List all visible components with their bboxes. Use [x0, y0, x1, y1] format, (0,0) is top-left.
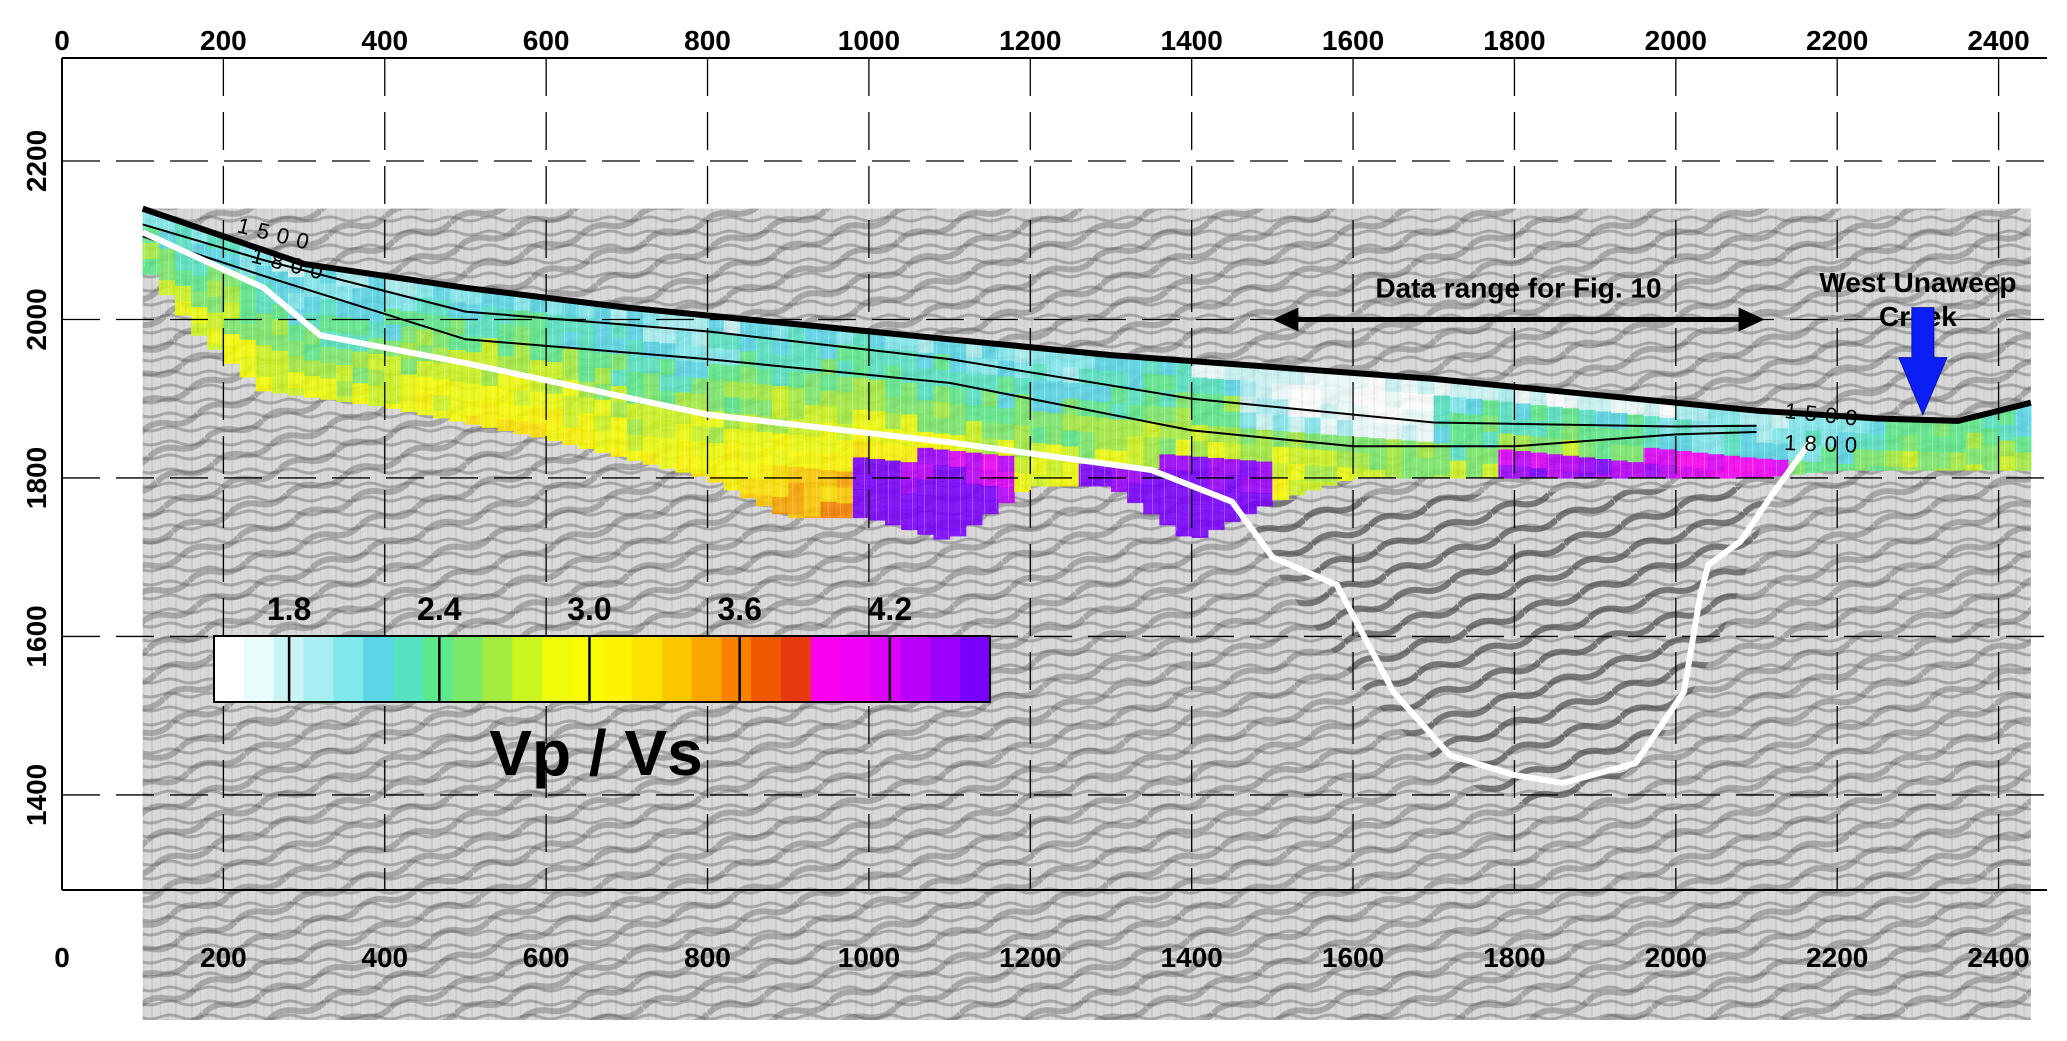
colorbar-swatch [661, 636, 693, 702]
bottom-x-tick-label: 800 [684, 942, 731, 973]
vp-vs-cell [675, 471, 692, 473]
y-tick-label: 1400 [21, 764, 52, 826]
colorbar-swatch [602, 636, 633, 702]
bottom-x-tick-label: 1200 [999, 942, 1061, 973]
data-range-arrow-head-left [1272, 307, 1299, 332]
top-x-tick-label: 2000 [1645, 25, 1707, 56]
bottom-x-tick-label: 1400 [1161, 942, 1223, 973]
y-tick-label: 2000 [21, 288, 52, 350]
bottom-x-tick-label: 200 [200, 942, 247, 973]
colorbar-swatch [781, 636, 812, 702]
colorbar-swatch [482, 636, 513, 702]
vp-vs-texture [142, 208, 2031, 542]
y-tick-label: 1800 [21, 447, 52, 509]
colorbar-swatch [542, 636, 573, 702]
colorbar-swatch [631, 636, 663, 702]
west-unaweep-creek-annotation: West Unaweep Creek [1819, 267, 2016, 416]
colorbar-swatch [452, 636, 484, 702]
contour-1500-line [142, 223, 1757, 428]
topography-line [141, 205, 2032, 424]
bottom-x-tick-labels: 0 200 400 600 800 1000 1200 1400 1600 1800 2000 220… [54, 942, 2030, 973]
top-x-tick-label: 1600 [1322, 25, 1384, 56]
top-x-tick-label: 1800 [1483, 25, 1545, 56]
seismic-bowl-reflectors [1232, 485, 1773, 806]
colorbar-swatch [870, 636, 901, 702]
colorbar-swatch [751, 636, 782, 702]
colorbar-tick-label: 1.8 [267, 591, 311, 627]
colorbar-swatch [333, 636, 364, 702]
colorbar-tick-label: 3.6 [717, 591, 761, 627]
colorbar-swatch [960, 636, 991, 702]
bottom-x-tick-label: 2000 [1645, 942, 1707, 973]
top-x-tick-label: 200 [200, 25, 247, 56]
creek-label-line-1: West Unaweep [1819, 267, 2016, 298]
bottom-x-tick-label: 2200 [1806, 942, 1868, 973]
colorbar-swatch [721, 636, 752, 702]
vp-vs-colorbar [213, 635, 991, 703]
colorbar-swatch [900, 636, 931, 702]
top-x-tick-label: 400 [361, 25, 408, 56]
bottom-x-tick-label: 1800 [1483, 942, 1545, 973]
colorbar-swatch [930, 636, 961, 702]
vp-vs-overlay [142, 208, 2032, 542]
bottom-x-tick-label: 2400 [1967, 942, 2029, 973]
colorbar-title: Vp / Vs [489, 717, 702, 789]
top-x-tick-label: 2200 [1806, 25, 1868, 56]
y-tick-label: 1600 [21, 605, 52, 667]
profile-lines [141, 205, 2032, 786]
interpreted-bedrock-line [141, 229, 1816, 786]
colorbar-swatch [214, 636, 245, 702]
top-x-tick-label: 800 [684, 25, 731, 56]
bottom-x-tick-label: 400 [361, 942, 408, 973]
colorbar-swatch [810, 636, 842, 702]
top-x-tick-label: 0 [54, 25, 70, 56]
colorbar-tick-label: 3.0 [567, 591, 611, 627]
top-x-tick-label: 1000 [838, 25, 900, 56]
colorbar-tick-label: 2.4 [417, 591, 462, 627]
colorbar-swatch [572, 636, 603, 702]
data-range-annotation: Data range for Fig. 10 [1272, 272, 1765, 332]
colorbar-swatch [393, 636, 424, 702]
colorbar-swatch [363, 636, 394, 702]
colorbar-tick-label: 4.2 [868, 591, 912, 627]
top-x-tick-label: 1200 [999, 25, 1061, 56]
colorbar-swatch [512, 636, 543, 702]
top-x-tick-labels: 0 200 400 600 800 1000 1200 1400 1600 1800 2000 220… [54, 25, 2030, 56]
top-x-tick-label: 1400 [1161, 25, 1223, 56]
colorbar-swatch [243, 636, 275, 702]
data-range-arrow-head-right [1738, 307, 1765, 332]
colorbar-swatch [303, 636, 334, 702]
creek-arrow [1898, 307, 1948, 416]
bottom-x-tick-label: 0 [54, 942, 70, 973]
colorbar-tick-labels: 1.8 2.4 3.0 3.6 4.2 [267, 591, 912, 627]
contour-1800-line [142, 235, 1757, 448]
axes [61, 57, 2047, 891]
top-x-tick-label: 600 [523, 25, 570, 56]
contour-label-1800-right: 1800 [1784, 430, 1866, 458]
bottom-x-tick-label: 1600 [1322, 942, 1384, 973]
y-tick-label: 2200 [21, 130, 52, 192]
top-x-tick-label: 2400 [1967, 25, 2029, 56]
bottom-x-tick-label: 600 [523, 942, 570, 973]
colorbar-swatch [691, 636, 722, 702]
colorbar-frame [213, 635, 991, 703]
colorbar-swatch [840, 636, 872, 702]
data-range-label: Data range for Fig. 10 [1375, 272, 1661, 303]
bottom-x-tick-label: 1000 [838, 942, 900, 973]
y-tick-labels: 1400 1600 1800 2000 2200 [21, 130, 52, 826]
